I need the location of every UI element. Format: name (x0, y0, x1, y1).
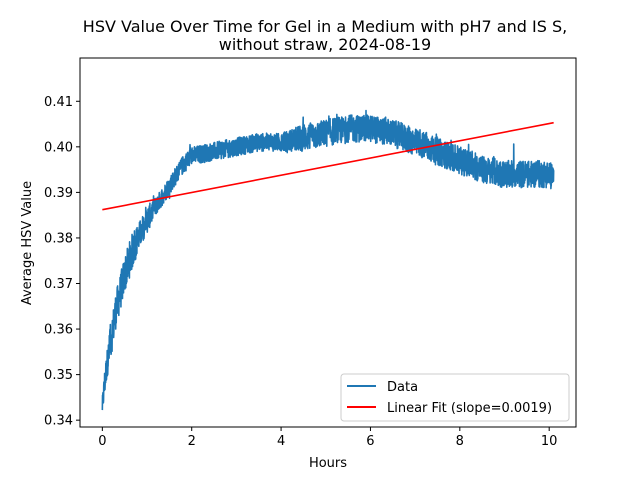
series-layer (101, 109, 555, 411)
y-tick-label: 0.35 (44, 368, 73, 383)
series-line-linear-fit (102, 121, 554, 211)
y-tick-label: 0.36 (44, 323, 73, 338)
y-tick-label: 0.40 (44, 140, 73, 155)
chart-title: HSV Value Over Time for Gel in a Medium … (83, 17, 567, 36)
x-tick-label: 10 (541, 434, 558, 449)
x-tick-label: 6 (366, 434, 374, 449)
legend-label-data: Data (387, 380, 418, 395)
x-tick-label: 2 (188, 434, 196, 449)
chart-subtitle: without straw, 2024-08-19 (219, 35, 431, 54)
y-tick-label: 0.39 (44, 186, 73, 201)
y-axis-label: Average HSV Value (20, 181, 35, 305)
x-tick-label: 4 (277, 434, 285, 449)
y-tick-label: 0.38 (44, 231, 73, 246)
legend-box (340, 373, 570, 422)
legend-label-linear-fit: Linear Fit (slope=0.0019) (387, 401, 552, 416)
x-tick-label: 0 (98, 434, 106, 449)
y-axis: 0.34 0.35 0.36 0.37 0.38 0.39 0.40 0.41 (44, 95, 80, 429)
y-tick-label: 0.37 (44, 277, 73, 292)
y-tick-label: 0.34 (44, 414, 73, 429)
x-tick-label: 8 (456, 434, 464, 449)
y-tick-label: 0.41 (44, 95, 73, 110)
series-line-data (101, 109, 555, 411)
plot-frame (79, 57, 577, 428)
x-axis: 0 2 4 6 8 10 (98, 427, 557, 449)
x-axis-label: Hours (309, 456, 347, 471)
legend: Data Linear Fit (slope=0.0019) (340, 373, 570, 422)
